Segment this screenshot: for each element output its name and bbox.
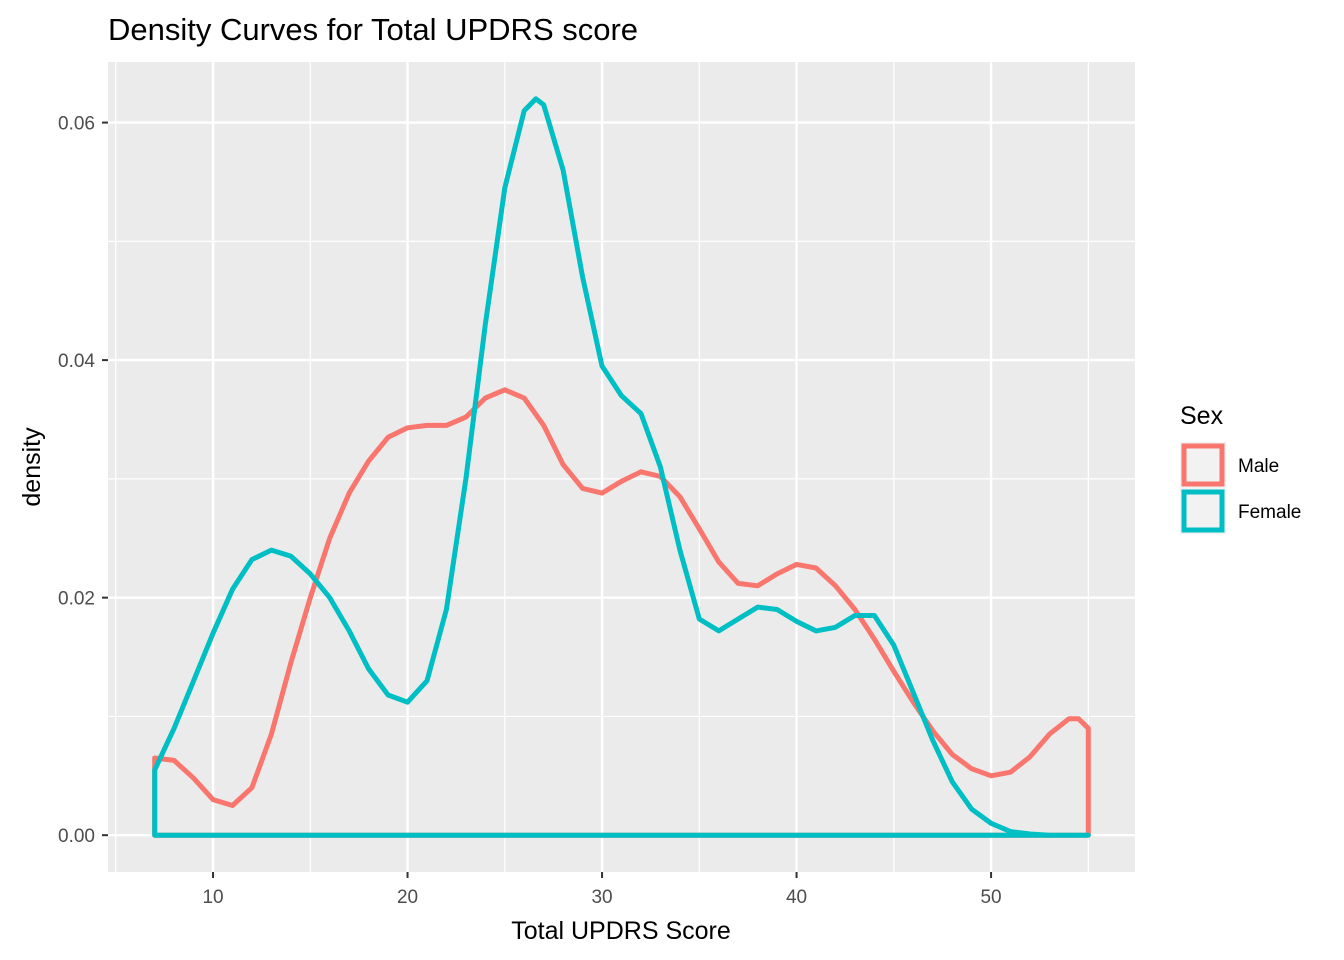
y-axis-title: density — [18, 427, 46, 507]
legend-title: Sex — [1180, 402, 1224, 430]
y-tick-label: 0.06 — [58, 114, 95, 135]
x-axis: 10 20 30 40 50 — [202, 872, 1002, 908]
x-tick-label: 20 — [397, 887, 418, 908]
x-tick-label: 30 — [591, 887, 612, 908]
density-curve-male — [152, 387, 1091, 838]
legend-key-male — [1181, 443, 1225, 487]
legend-label-female: Female — [1238, 502, 1301, 523]
major-gridlines — [108, 62, 1135, 872]
legend: Sex Male Female — [1180, 402, 1301, 534]
y-tick-label: 0.00 — [58, 826, 95, 847]
y-axis: 0.00 0.02 0.04 0.06 — [58, 114, 108, 847]
x-tick-label: 40 — [786, 887, 807, 908]
y-tick-label: 0.04 — [58, 351, 95, 372]
density-curve-female — [152, 96, 1091, 838]
y-tick-label: 0.02 — [58, 589, 95, 610]
plot-panel — [108, 62, 1135, 872]
x-tick-label: 10 — [202, 887, 223, 908]
x-axis-title: Total UPDRS Score — [511, 917, 731, 945]
legend-key-female — [1181, 489, 1225, 533]
density-curves — [152, 96, 1091, 838]
chart-title: Density Curves for Total UPDRS score — [108, 12, 638, 47]
legend-label-male: Male — [1238, 456, 1279, 477]
x-tick-label: 50 — [980, 887, 1001, 908]
